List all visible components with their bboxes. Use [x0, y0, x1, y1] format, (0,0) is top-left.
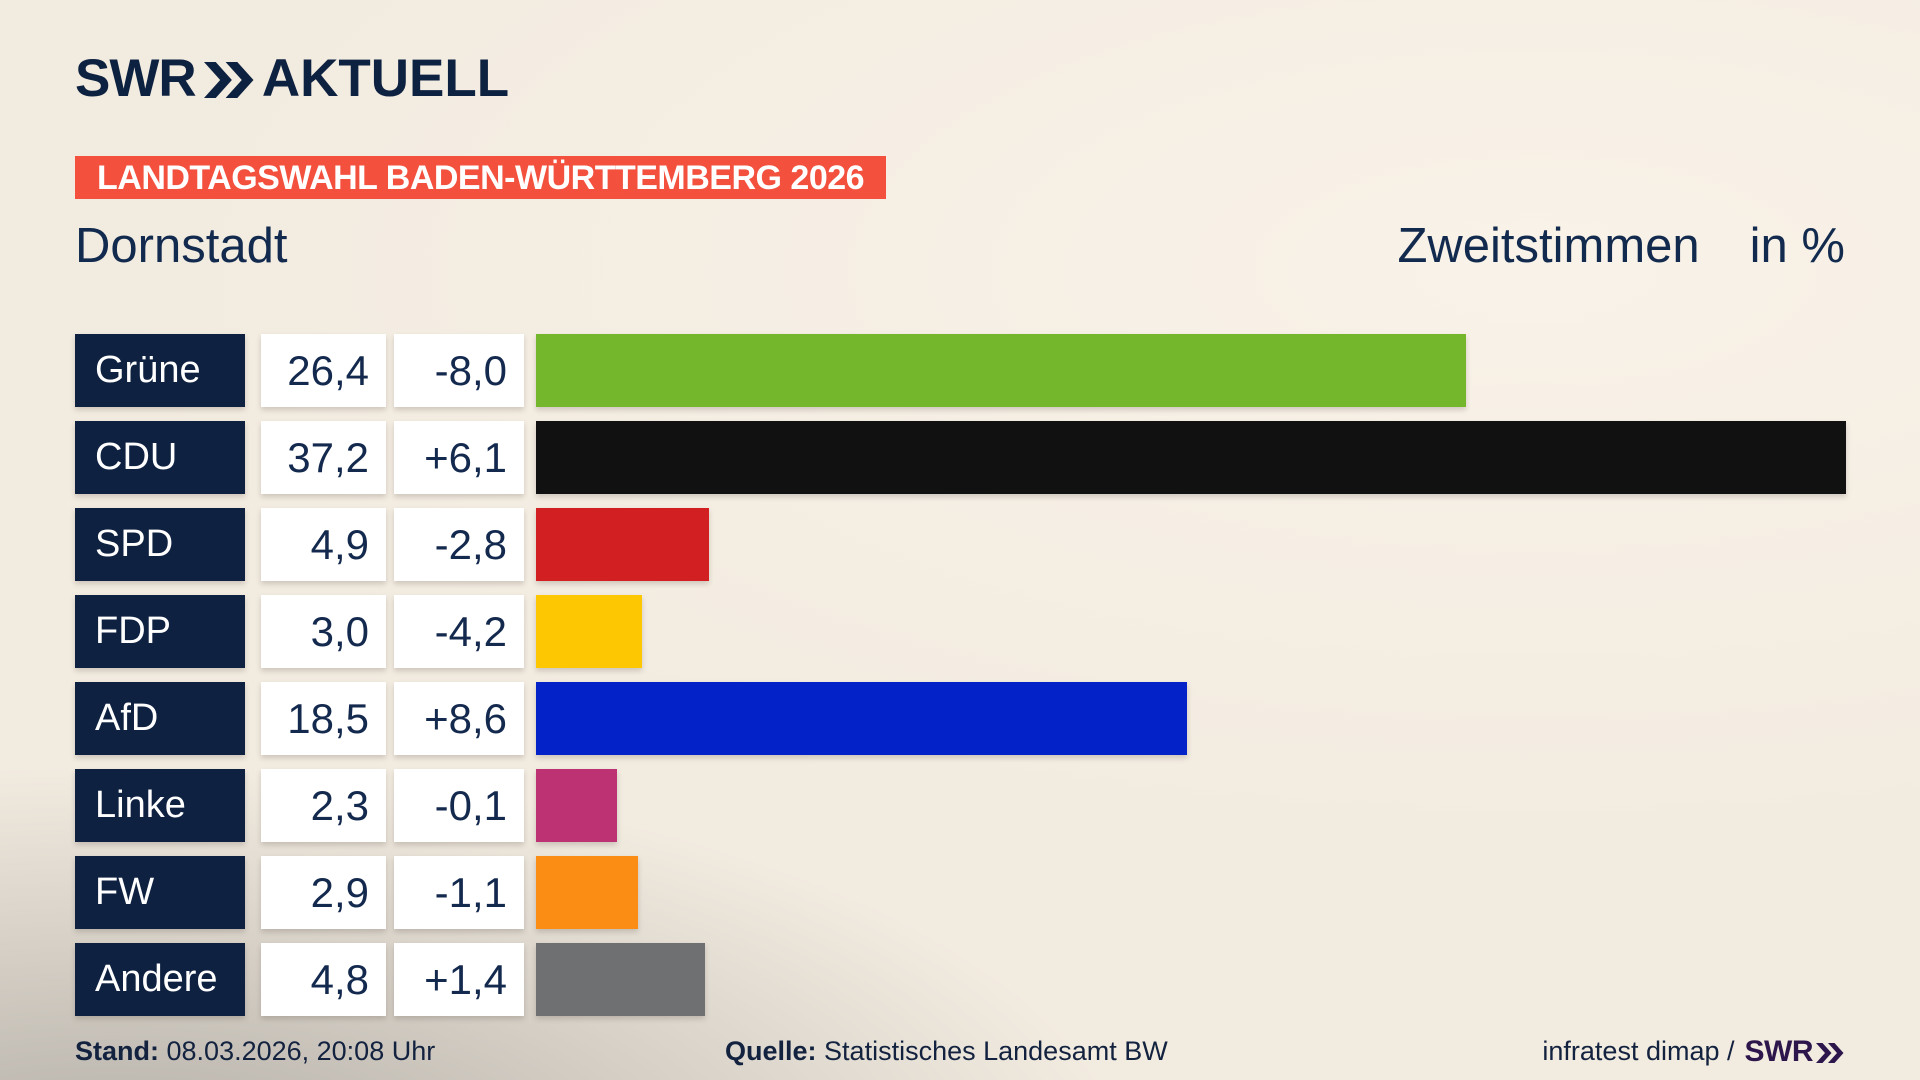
- party-change: -2,8: [394, 508, 524, 581]
- party-change: +6,1: [394, 421, 524, 494]
- party-value: 4,8: [261, 943, 386, 1016]
- party-value: 2,3: [261, 769, 386, 842]
- logo-section-text: AKTUELL: [261, 49, 510, 108]
- party-change: -0,1: [394, 769, 524, 842]
- stand-label: Stand:: [75, 1036, 159, 1066]
- party-change: +1,4: [394, 943, 524, 1016]
- party-value: 3,0: [261, 595, 386, 668]
- party-label: Andere: [75, 943, 245, 1016]
- subtitle-vote-type: Zweitstimmen: [1397, 219, 1700, 273]
- party-label: AfD: [75, 682, 245, 755]
- party-label: Linke: [75, 769, 245, 842]
- source-note: Quelle: Statistisches Landesamt BW: [725, 1036, 1168, 1067]
- chart-row: SPD 4,9 -2,8: [0, 508, 1920, 581]
- chart-subtitle: Zweitstimmen in %: [1397, 222, 1845, 271]
- credit-note: infratest dimap / SWR: [1542, 1036, 1845, 1067]
- mini-logo-brand-text: SWR: [1744, 1034, 1814, 1068]
- logo-brand-text: SWR: [75, 49, 197, 108]
- party-value: 2,9: [261, 856, 386, 929]
- swr-mini-logo: SWR: [1744, 1034, 1846, 1068]
- double-chevron-icon: [203, 61, 254, 98]
- result-bar: [536, 595, 642, 668]
- party-value: 4,9: [261, 508, 386, 581]
- subtitle-unit: in %: [1749, 219, 1845, 273]
- page-title: Dornstadt: [75, 219, 288, 273]
- quelle-value: Statistisches Landesamt BW: [824, 1036, 1168, 1066]
- chart-row: Andere 4,8 +1,4: [0, 943, 1920, 1016]
- party-label: CDU: [75, 421, 245, 494]
- party-label: FDP: [75, 595, 245, 668]
- party-label: Grüne: [75, 334, 245, 407]
- result-bar: [536, 421, 1846, 494]
- swr-aktuell-logo: SWR AKTUELL: [75, 52, 509, 105]
- chart-row: CDU 37,2 +6,1: [0, 421, 1920, 494]
- result-bar: [536, 682, 1187, 755]
- party-change: -4,2: [394, 595, 524, 668]
- party-value: 26,4: [261, 334, 386, 407]
- title-row: Dornstadt Zweitstimmen in %: [75, 215, 1845, 271]
- double-chevron-icon: [1816, 1042, 1844, 1063]
- party-label: SPD: [75, 508, 245, 581]
- status-timestamp: Stand: 08.03.2026, 20:08 Uhr: [75, 1036, 435, 1067]
- chart-row: FW 2,9 -1,1: [0, 856, 1920, 929]
- result-bar: [536, 334, 1466, 407]
- party-change: -1,1: [394, 856, 524, 929]
- party-change: -8,0: [394, 334, 524, 407]
- party-change: +8,6: [394, 682, 524, 755]
- chart-row: AfD 18,5 +8,6: [0, 682, 1920, 755]
- result-bar: [536, 943, 705, 1016]
- footer: Stand: 08.03.2026, 20:08 Uhr Quelle: Sta…: [75, 1036, 1845, 1072]
- result-bar: [536, 856, 638, 929]
- chart-row: Linke 2,3 -0,1: [0, 769, 1920, 842]
- result-bar: [536, 508, 709, 581]
- party-value: 18,5: [261, 682, 386, 755]
- chart-row: FDP 3,0 -4,2: [0, 595, 1920, 668]
- party-value: 37,2: [261, 421, 386, 494]
- credit-text: infratest dimap /: [1542, 1036, 1735, 1066]
- chart-row: Grüne 26,4 -8,0: [0, 334, 1920, 407]
- election-banner: LANDTAGSWAHL BADEN-WÜRTTEMBERG 2026: [75, 156, 887, 199]
- quelle-label: Quelle:: [725, 1036, 817, 1066]
- party-label: FW: [75, 856, 245, 929]
- result-bar: [536, 769, 617, 842]
- stand-value: 08.03.2026, 20:08 Uhr: [166, 1036, 436, 1066]
